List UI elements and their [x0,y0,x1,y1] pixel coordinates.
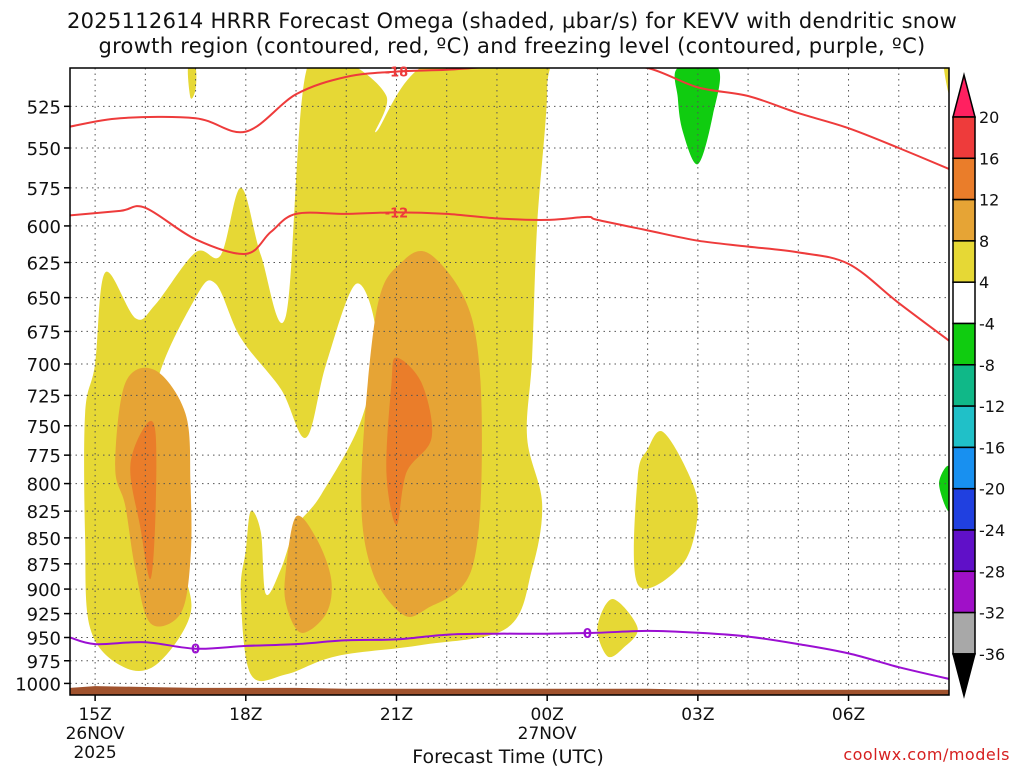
contour-label: 0 [191,643,200,658]
x-axis-label: Forecast Time (UTC) [412,746,603,768]
colorbar-tick-label: 4 [979,273,989,292]
green-shade-right [939,465,949,512]
colorbar-bin [952,281,976,325]
yellow-shade-cell-01z [597,599,638,658]
colorbar-bin [952,570,976,614]
colorbar-tick-label: -28 [979,562,1005,581]
credit-text: coolwx.com/models [843,745,1010,764]
contour-label: -12 [385,206,409,221]
y-tick-label: 1000 [15,674,61,695]
colorbar-bin [952,364,976,407]
contour-label: 0 [583,627,592,642]
y-tick-label: 775 [27,446,61,467]
y-tick-label: 825 [27,502,61,523]
contour-line [70,68,949,170]
colorbar-tick-label: -16 [979,438,1005,457]
colorbar-tick-label: 12 [979,191,999,210]
y-tick-label: 600 [27,217,61,238]
y-tick-label: 550 [27,139,61,160]
x-tick-label: 06Z [832,705,865,725]
x-tick-label: 15Z [78,705,111,725]
colorbar-bin-bottom [952,653,976,699]
y-tick-label: 675 [27,322,61,343]
terrain [70,686,949,695]
contour-lines [70,68,949,680]
contour-line [70,629,949,680]
y-tick-label: 900 [27,580,61,601]
y-tick-label: 725 [27,386,61,407]
y-tick-label: 800 [27,475,61,496]
colorbar-bin [952,116,976,160]
x-tick-label: 03Z [681,705,714,725]
colorbar-tick-label: -32 [979,604,1005,623]
x-tick-label: 26NOV [66,724,125,744]
dark-orange-shade-left [130,420,157,580]
plot-frame [69,67,950,696]
yellow-shade-cell-02z [633,431,698,589]
x-tick-label: 21Z [380,705,413,725]
y-tick-label: 575 [27,179,61,200]
y-tick-label: 975 [27,652,61,673]
green-shade-top [674,68,721,165]
contour-line [70,205,949,342]
x-tick-label: 18Z [229,705,262,725]
colorbar-tick-label: -8 [979,356,995,375]
x-tick-label: 27NOV [518,724,577,744]
colorbar-tick-label: 16 [979,149,999,168]
colorbar-tick-label: -12 [979,397,1005,416]
yellow-shade-top-sliver [187,68,197,99]
dark-orange-shade-center [386,357,433,526]
colorbar-tick-label: -24 [979,521,1005,540]
colorbar-bin [952,529,976,573]
colorbar-tick-label: -4 [979,315,995,334]
y-tick-label: 700 [27,355,61,376]
y-tick-label: 925 [27,605,61,626]
yellow-shade-right-edge [944,68,949,95]
y-tick-label: 650 [27,289,61,310]
terrain-layer [70,686,949,695]
chart-title-line-2: growth region (contoured, red, ºC) and f… [98,34,926,58]
y-tick-label: 750 [27,417,61,438]
y-tick-label: 850 [27,529,61,550]
colorbar: 20 16 12 8 4 -4 -8 -12 -16 -20 -24 -28 -32 -36 [952,72,1005,699]
orange-shade-19z [284,515,332,633]
colorbar-bin [952,198,976,242]
colorbar-tick-label: 20 [979,108,999,127]
x-tick-label: 2025 [73,743,116,763]
y-tick-label: 625 [27,253,61,274]
chart-title-line-1: 2025112614 HRRR Forecast Omega (shaded, … [66,9,958,33]
colorbar-tick-label: -20 [979,480,1005,499]
colorbar-bin [952,157,976,201]
colorbar-bin [952,240,976,283]
pressure-axis: 525 550 575 600 625 650 675 700 725 750 775 800 825 8… [15,97,70,695]
colorbar-tick-label: -36 [979,645,1005,664]
colorbar-bin [952,611,976,655]
colorbar-bin-top [952,72,976,118]
x-tick-label: 00Z [531,705,564,725]
y-tick-label: 525 [27,97,61,118]
dotted-grid [70,68,949,695]
colorbar-bin [952,446,976,490]
colorbar-bin [952,405,976,449]
colorbar-bin [952,487,976,531]
contour-label: -18 [385,66,409,81]
y-tick-label: 875 [27,555,61,576]
y-tick-label: 950 [27,628,61,649]
colorbar-tick-label: 8 [979,232,989,251]
shaded-omega-layer [84,68,949,682]
colorbar-bin [952,322,976,366]
